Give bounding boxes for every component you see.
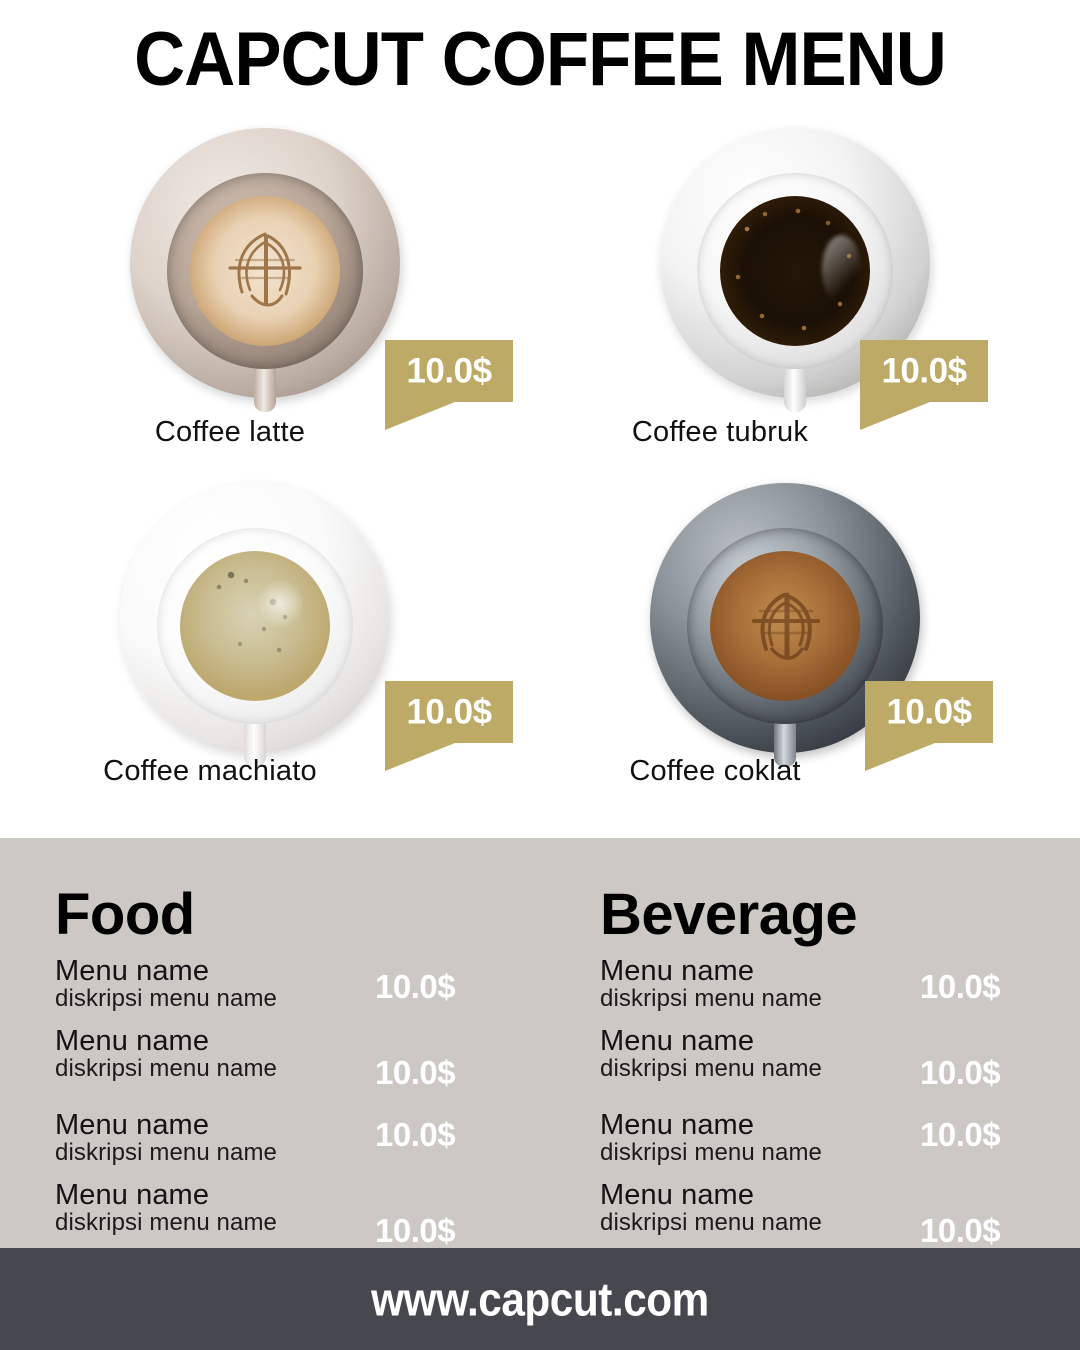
menu-item-description: diskripsi menu name	[55, 1209, 277, 1237]
price-tag-coffee-tubruk: 10.0$	[860, 340, 988, 430]
menu-item-texts: Menu name diskripsi menu name	[55, 1026, 385, 1083]
product-grid: 10.0$ Coffee latte 10.0$ Coffee tubruk	[0, 128, 1080, 838]
price-tag-coffee-coklat: 10.0$	[865, 681, 993, 771]
coffee-cup-image-latte	[130, 128, 400, 413]
menu-item-name: Menu name	[600, 1025, 755, 1057]
product-name-label: Coffee coklat	[629, 755, 801, 787]
price-tag-tail-icon	[860, 402, 930, 430]
coffee-surface	[190, 195, 340, 346]
menu-list-item[interactable]: Menu name diskripsi menu name 10.0$	[55, 956, 525, 1026]
price-tag-label: 10.0$	[881, 351, 967, 391]
menu-item-price: 10.0$	[375, 1212, 456, 1249]
price-tag-coffee-machiato: 10.0$	[385, 681, 513, 771]
menu-list-item[interactable]: Menu name diskripsi menu name 10.0$	[600, 1026, 1070, 1096]
product-card-coffee-tubruk[interactable]: 10.0$ Coffee tubruk	[560, 128, 1030, 468]
menu-item-name: Menu name	[600, 955, 755, 987]
menu-item-texts: Menu name diskripsi menu name	[600, 1110, 930, 1167]
product-card-coffee-coklat[interactable]: 10.0$ Coffee coklat	[550, 483, 1020, 823]
product-name-label: Coffee tubruk	[631, 416, 809, 448]
coffee-surface	[710, 550, 860, 701]
menu-column-food: Food Menu name diskripsi menu name 10.0$…	[55, 886, 525, 1250]
menu-item-description: diskripsi menu name	[55, 1055, 277, 1083]
latte-art-rosetta-icon	[228, 232, 302, 306]
coffee-cup-image-tubruk	[660, 128, 930, 413]
price-tag-coffee-latte: 10.0$	[385, 340, 513, 430]
menu-item-name: Menu name	[55, 955, 210, 987]
menu-list-item[interactable]: Menu name diskripsi menu name 10.0$	[600, 1180, 1070, 1250]
menu-item-price: 10.0$	[375, 1054, 456, 1091]
coffee-surface	[720, 195, 870, 346]
menu-item-description: diskripsi menu name	[55, 985, 277, 1013]
footer-bar: www.capcut.com	[0, 1248, 1080, 1350]
menu-item-price: 10.0$	[375, 1116, 456, 1153]
product-card-coffee-latte[interactable]: 10.0$ Coffee latte	[30, 128, 513, 468]
menu-item-texts: Menu name diskripsi menu name	[600, 1026, 930, 1083]
price-tag-label: 10.0$	[886, 692, 972, 732]
price-tag-tail-icon	[385, 402, 455, 430]
menu-item-name: Menu name	[600, 1179, 755, 1211]
price-tag-label: 10.0$	[406, 692, 492, 732]
price-tag-tail-icon	[385, 743, 455, 771]
menu-list-item[interactable]: Menu name diskripsi menu name 10.0$	[55, 1026, 525, 1096]
menu-column-heading: Beverage	[600, 882, 858, 947]
menu-item-description: diskripsi menu name	[55, 1139, 277, 1167]
menu-item-texts: Menu name diskripsi menu name	[600, 1180, 930, 1237]
menu-item-name: Menu name	[55, 1109, 210, 1141]
menu-item-texts: Menu name diskripsi menu name	[600, 956, 930, 1013]
website-label[interactable]: www.capcut.com	[371, 1272, 709, 1326]
menu-item-price: 10.0$	[375, 968, 456, 1005]
menu-item-description: diskripsi menu name	[600, 1209, 822, 1237]
menu-item-texts: Menu name diskripsi menu name	[55, 1110, 385, 1167]
menu-lists-panel: Food Menu name diskripsi menu name 10.0$…	[0, 838, 1080, 1248]
menu-column-heading: Food	[55, 882, 195, 947]
menu-list-item[interactable]: Menu name diskripsi menu name 10.0$	[600, 1110, 1070, 1180]
product-card-coffee-machiato[interactable]: 10.0$ Coffee machiato	[20, 483, 513, 823]
menu-item-name: Menu name	[55, 1025, 210, 1057]
menu-item-price: 10.0$	[920, 968, 1001, 1005]
price-tag-tail-icon	[865, 743, 935, 771]
menu-column-beverage: Beverage Menu name diskripsi menu name 1…	[600, 886, 1070, 1250]
price-tag-label: 10.0$	[406, 351, 492, 391]
menu-item-description: diskripsi menu name	[600, 1139, 822, 1167]
surface-highlight	[258, 577, 303, 629]
menu-list-item[interactable]: Menu name diskripsi menu name 10.0$	[600, 956, 1070, 1026]
menu-item-name: Menu name	[600, 1109, 755, 1141]
latte-art-rosetta-icon	[752, 592, 820, 660]
menu-item-price: 10.0$	[920, 1212, 1001, 1249]
menu-item-price: 10.0$	[920, 1116, 1001, 1153]
page-title: CAPCUT COFFEE MENU	[134, 17, 947, 102]
coffee-cup-image-machiato	[120, 483, 390, 768]
menu-item-description: diskripsi menu name	[600, 1055, 822, 1083]
product-name-label: Coffee latte	[154, 416, 306, 448]
menu-list-item[interactable]: Menu name diskripsi menu name 10.0$	[55, 1110, 525, 1180]
menu-item-price: 10.0$	[920, 1054, 1001, 1091]
menu-item-texts: Menu name diskripsi menu name	[55, 956, 385, 1013]
menu-item-name: Menu name	[55, 1179, 210, 1211]
menu-item-texts: Menu name diskripsi menu name	[55, 1180, 385, 1237]
menu-list-item[interactable]: Menu name diskripsi menu name 10.0$	[55, 1180, 525, 1250]
product-name-label: Coffee machiato	[103, 755, 317, 787]
surface-highlight	[822, 234, 861, 304]
coffee-surface	[180, 550, 330, 701]
crema-bubbles	[180, 550, 330, 701]
menu-item-description: diskripsi menu name	[600, 985, 822, 1013]
